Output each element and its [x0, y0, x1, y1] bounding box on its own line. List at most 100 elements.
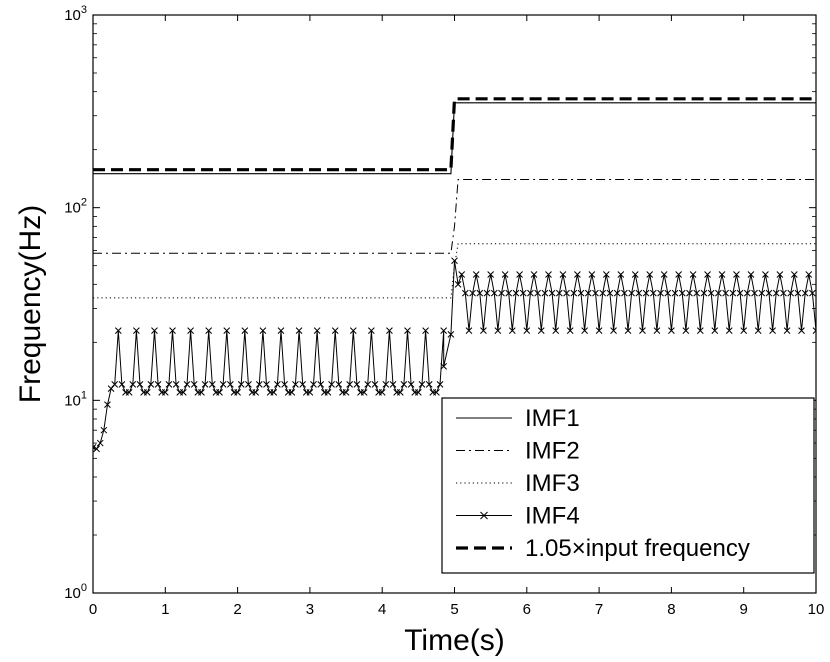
- series-point-imf4: [772, 289, 780, 297]
- x-tick-label: 3: [306, 601, 314, 618]
- series-point-imf4: [696, 327, 704, 334]
- series-point-imf4: [588, 271, 596, 278]
- x-tick-label: 8: [667, 601, 675, 618]
- series-point-imf4: [631, 271, 639, 278]
- series-point-imf4: [328, 381, 335, 388]
- series-point-imf4: [646, 271, 654, 278]
- series-point-imf4: [187, 327, 194, 334]
- series-point-imf4: [237, 381, 245, 388]
- series-point-imf4: [494, 327, 502, 334]
- series-point-imf4: [400, 381, 408, 388]
- series-point-imf4: [396, 389, 404, 396]
- series-point-imf4: [537, 327, 545, 334]
- series-point-imf4: [595, 327, 603, 334]
- series-point-imf4: [508, 327, 516, 334]
- series-point-imf4: [407, 381, 415, 388]
- series-point-imf4: [559, 271, 567, 278]
- series-point-imf4: [111, 381, 119, 388]
- series-point-imf4: [809, 289, 816, 297]
- series-point-imf4: [353, 381, 361, 388]
- series-point-imf4: [425, 381, 433, 388]
- series-layer: [93, 97, 816, 453]
- series-point-imf4: [274, 381, 281, 388]
- series-point-imf4: [461, 289, 469, 297]
- series-point-imf4: [751, 289, 758, 297]
- series-point-imf4: [440, 363, 448, 370]
- series-point-imf4: [577, 289, 585, 297]
- series-point-imf4: [349, 327, 357, 334]
- x-axis-label: Time(s): [404, 624, 505, 657]
- series-point-imf4: [313, 327, 321, 334]
- series-point-imf4: [93, 444, 97, 451]
- series-point-imf4: [743, 289, 751, 297]
- series-point-imf4: [519, 289, 527, 297]
- y-tick-exponent: 2: [81, 197, 87, 209]
- series-point-imf4: [740, 327, 748, 334]
- series-point-imf4: [382, 381, 390, 388]
- series-point-imf4: [707, 289, 715, 297]
- series-point-imf4: [736, 289, 744, 297]
- y-tick-exponent: 1: [81, 389, 87, 401]
- series-point-imf4: [729, 289, 737, 297]
- series-point-imf4: [653, 327, 661, 334]
- series-point-imf4: [216, 389, 223, 396]
- series-point-imf4: [570, 289, 578, 297]
- series-point-imf4: [624, 327, 632, 334]
- series-point-imf4: [245, 381, 252, 388]
- series-point-imf4: [234, 389, 241, 396]
- series-point-imf4: [512, 289, 520, 297]
- series-point-imf4: [180, 389, 187, 396]
- series-point-imf4: [252, 389, 260, 396]
- series-point-imf4: [780, 289, 787, 297]
- series-point-imf4: [476, 289, 484, 297]
- series-point-imf4: [480, 327, 487, 334]
- legend-box: [441, 397, 815, 574]
- legend-label: IMF1: [525, 405, 580, 432]
- series-point-imf4: [733, 271, 740, 278]
- series-point-imf4: [812, 327, 816, 334]
- series-point-imf4: [306, 389, 314, 396]
- series-point-imf4: [534, 289, 541, 297]
- series-point-imf4: [364, 381, 372, 388]
- series-point-imf4: [599, 289, 607, 297]
- series-point-imf4: [223, 327, 231, 334]
- series-point-imf4: [606, 289, 614, 297]
- series-point-imf4: [451, 257, 458, 265]
- series-point-imf4: [255, 381, 263, 388]
- series-point-imf4: [198, 389, 205, 396]
- series-point-imf4: [487, 271, 495, 278]
- series-point-imf4: [129, 381, 137, 388]
- legend-label: IMF3: [525, 470, 580, 497]
- series-point-imf4: [183, 381, 191, 388]
- legend: IMF1 IMF2 IMF3 IMF4 1.05×input frequency: [441, 397, 815, 574]
- series-point-imf4: [801, 289, 809, 297]
- series-point-imf4: [331, 327, 339, 334]
- series-point-imf4: [104, 401, 111, 408]
- series-point-imf4: [490, 289, 498, 297]
- series-point-imf4: [277, 327, 285, 334]
- series-point-imf4: [657, 289, 664, 297]
- series-point-imf4: [295, 327, 303, 334]
- series-point-imf4: [660, 271, 668, 278]
- series-point-imf4: [635, 289, 643, 297]
- series-point-imf4: [715, 289, 722, 297]
- series-point-imf4: [404, 327, 411, 334]
- series-point-imf4: [541, 289, 549, 297]
- series-point-imf4: [440, 327, 448, 334]
- series-point-imf4: [263, 381, 270, 388]
- series-point-imf4: [378, 389, 386, 396]
- series-point-imf4: [498, 289, 505, 297]
- series-point-imf4: [642, 289, 650, 297]
- series-point-imf4: [454, 280, 462, 288]
- series-point-imf4: [617, 271, 625, 278]
- series-point-imf4: [769, 327, 776, 334]
- series-point-imf4: [682, 327, 690, 334]
- series-point-imf4: [718, 271, 726, 278]
- series-point-imf4: [798, 327, 805, 334]
- series-point-imf4: [700, 289, 708, 297]
- series-point-imf4: [414, 389, 422, 396]
- series-line-imf2: [93, 179, 816, 254]
- y-axis-label: Frequency(Hz): [14, 205, 47, 403]
- series-point-imf4: [100, 426, 108, 434]
- y-tick-exponent: 0: [81, 582, 87, 594]
